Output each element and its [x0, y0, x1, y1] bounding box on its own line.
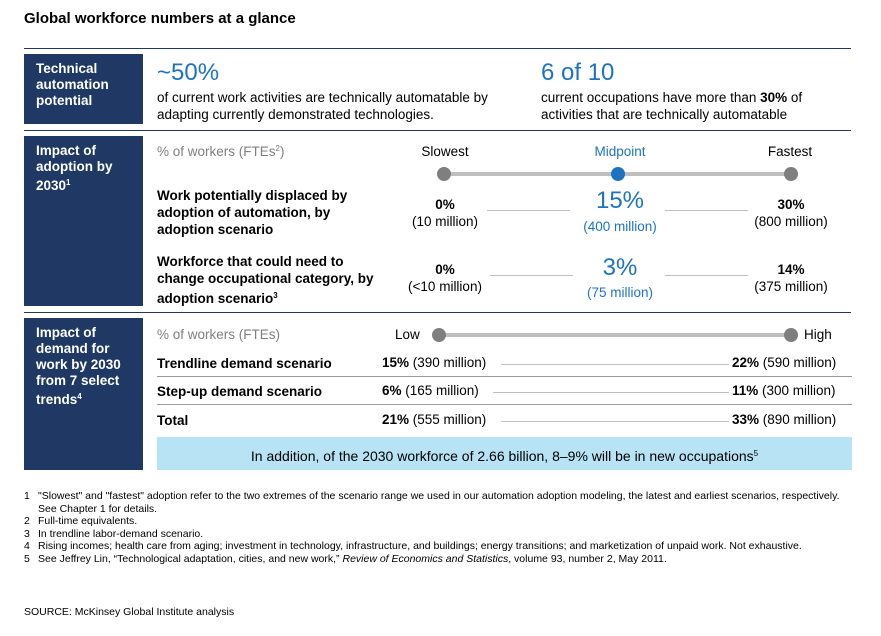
new-occupations-callout: In addition, of the 2030 workforce of 2.… — [157, 437, 852, 470]
footnote-2: 2 Full-time equivalents. — [24, 515, 138, 527]
connector-line — [501, 364, 729, 365]
demand-scale-track — [441, 333, 791, 337]
stat-automatable-value: ~50% — [157, 59, 220, 86]
source-note: SOURCE: McKinsey Global Institute analys… — [24, 606, 235, 618]
step-up-high: 11% (300 million) — [732, 383, 836, 398]
connector-line — [487, 210, 570, 211]
section-divider — [24, 312, 851, 313]
displaced-slowest: 0% (10 million) — [411, 197, 479, 229]
occupation-change-fastest: 14% (375 million) — [754, 262, 828, 294]
dot-low — [432, 328, 446, 342]
trendline-low: 15% (390 million) — [382, 355, 487, 370]
footnote-3: 3 In trendline labor-demand scenario. — [24, 527, 204, 540]
footnote-1: 1 "Slowest" and "fastest" adoption refer … — [24, 490, 840, 515]
step-up-low: 6% (165 million) — [382, 383, 479, 398]
page-title: Global workforce numbers at a glance — [24, 10, 296, 27]
dot-fastest — [784, 167, 798, 181]
total-low: 21% (555 million) — [382, 412, 487, 427]
occupation-change-midpoint-abs: (75 million) — [586, 285, 654, 300]
dot-high — [784, 328, 798, 342]
scale-label-high: High — [804, 327, 832, 342]
total-high: 33% (890 million) — [732, 412, 837, 427]
connector-line — [493, 392, 729, 393]
dot-midpoint — [611, 167, 625, 181]
unit-label: % of workers (FTEs) — [157, 327, 281, 342]
scale-label-midpoint: Midpoint — [594, 144, 646, 159]
unit-label: % of workers (FTEs2) — [157, 144, 285, 159]
row-divider — [157, 376, 852, 377]
section-label-automation: Technical automation potential — [24, 54, 143, 124]
row-label-occupation-change: Workforce that could need to change occu… — [157, 254, 374, 306]
row-divider — [157, 404, 852, 405]
connector-line — [665, 210, 748, 211]
section-label-adoption: Impact of adoption by 20301 — [24, 136, 143, 306]
displaced-midpoint-abs: (400 million) — [583, 219, 657, 234]
connector-line — [501, 421, 729, 422]
dot-slowest — [437, 167, 451, 181]
row-label-displaced: Work potentially displaced by adoption o… — [157, 188, 348, 237]
scale-label-low: Low — [395, 327, 420, 342]
footnotes: 1 "Slowest" and "fastest" adoption refer … — [24, 490, 844, 565]
stat-occupations-value: 6 of 10 — [541, 59, 615, 86]
scale-label-slowest: Slowest — [421, 144, 469, 159]
row-label-step-up: Step-up demand scenario — [157, 384, 323, 399]
footnote-4: 4 Rising incomes; health care from aging;… — [24, 540, 802, 552]
trendline-high: 22% (590 million) — [732, 355, 837, 370]
connector-line — [665, 275, 748, 276]
section-divider — [24, 48, 851, 49]
row-label-total: Total — [157, 413, 189, 428]
occupation-change-slowest: 0% (<10 million) — [408, 262, 482, 294]
footnote-5: 5 See Jeffrey Lin, “Technological adaptat… — [24, 552, 667, 565]
displaced-fastest: 30% (800 million) — [754, 197, 828, 229]
displaced-midpoint-pct: 15% — [595, 187, 645, 214]
section-divider — [24, 130, 851, 131]
stat-automatable-text: of current work activities are technical… — [157, 90, 488, 122]
scale-label-fastest: Fastest — [767, 144, 813, 159]
row-label-trendline: Trendline demand scenario — [157, 356, 332, 371]
stat-occupations-text: current occupations have more than 30% o… — [541, 90, 803, 122]
connector-line — [490, 275, 573, 276]
occupation-change-midpoint-pct: 3% — [602, 254, 638, 281]
section-label-demand: Impact of demand for work by 2030 from 7… — [24, 318, 143, 470]
